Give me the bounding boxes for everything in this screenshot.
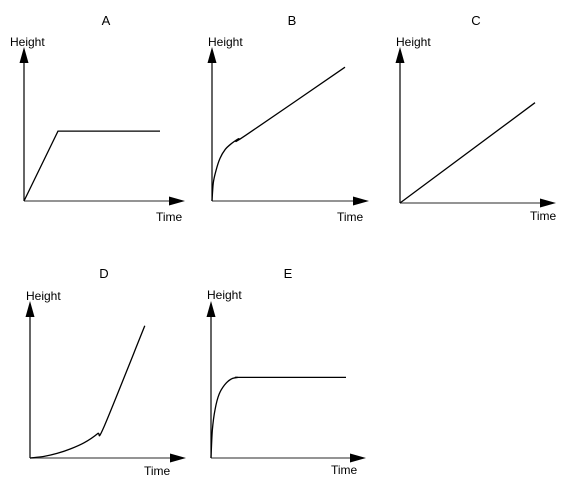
graph-d-x-axis-label: Time — [144, 464, 171, 478]
graph-e-title: E — [284, 266, 293, 281]
graph-d: D Height Time — [25, 266, 186, 478]
graph-b-title: B — [288, 13, 297, 28]
graph-c-x-axis-label: Time — [530, 209, 557, 223]
graph-b-series-line — [211, 66, 346, 202]
graph-d-title: D — [99, 266, 108, 281]
graph-c-title: C — [471, 13, 480, 28]
graph-b-y-axis-arrow — [207, 47, 217, 63]
graph-a-x-axis-arrow — [169, 196, 185, 206]
graph-d-x-axis-arrow — [170, 453, 186, 463]
graph-d-series-line — [29, 325, 146, 459]
graph-c-series-line — [399, 102, 536, 204]
graph-e-x-axis-arrow — [350, 453, 366, 463]
graph-a-y-axis-label: Height — [10, 35, 45, 49]
graph-b-x-axis-arrow — [353, 196, 369, 206]
graph-b-x-axis-label: Time — [337, 210, 364, 224]
graph-a: A Height Time — [10, 13, 185, 224]
graph-b-y-axis-label: Height — [208, 35, 243, 49]
graph-d-y-axis-arrow — [25, 301, 35, 317]
graph-a-x-axis-label: Time — [156, 210, 183, 224]
graph-c-y-axis-arrow — [395, 47, 405, 63]
graph-d-y-axis-label: Height — [26, 289, 61, 303]
graph-e-series-line — [210, 376, 346, 459]
graph-c-y-axis-label: Height — [396, 35, 431, 49]
graph-b: B Height Time — [207, 13, 369, 224]
graph-e-x-axis-label: Time — [331, 463, 358, 477]
graph-c-x-axis-arrow — [540, 198, 556, 208]
graph-c: C Height Time — [395, 13, 557, 223]
graph-a-series-line — [23, 130, 160, 202]
graph-e-y-axis-arrow — [206, 301, 216, 317]
graph-a-y-axis-arrow — [19, 47, 29, 63]
graph-a-title: A — [102, 13, 111, 28]
graph-e: E Height Time — [206, 266, 366, 477]
graph-e-y-axis-label: Height — [207, 288, 242, 302]
